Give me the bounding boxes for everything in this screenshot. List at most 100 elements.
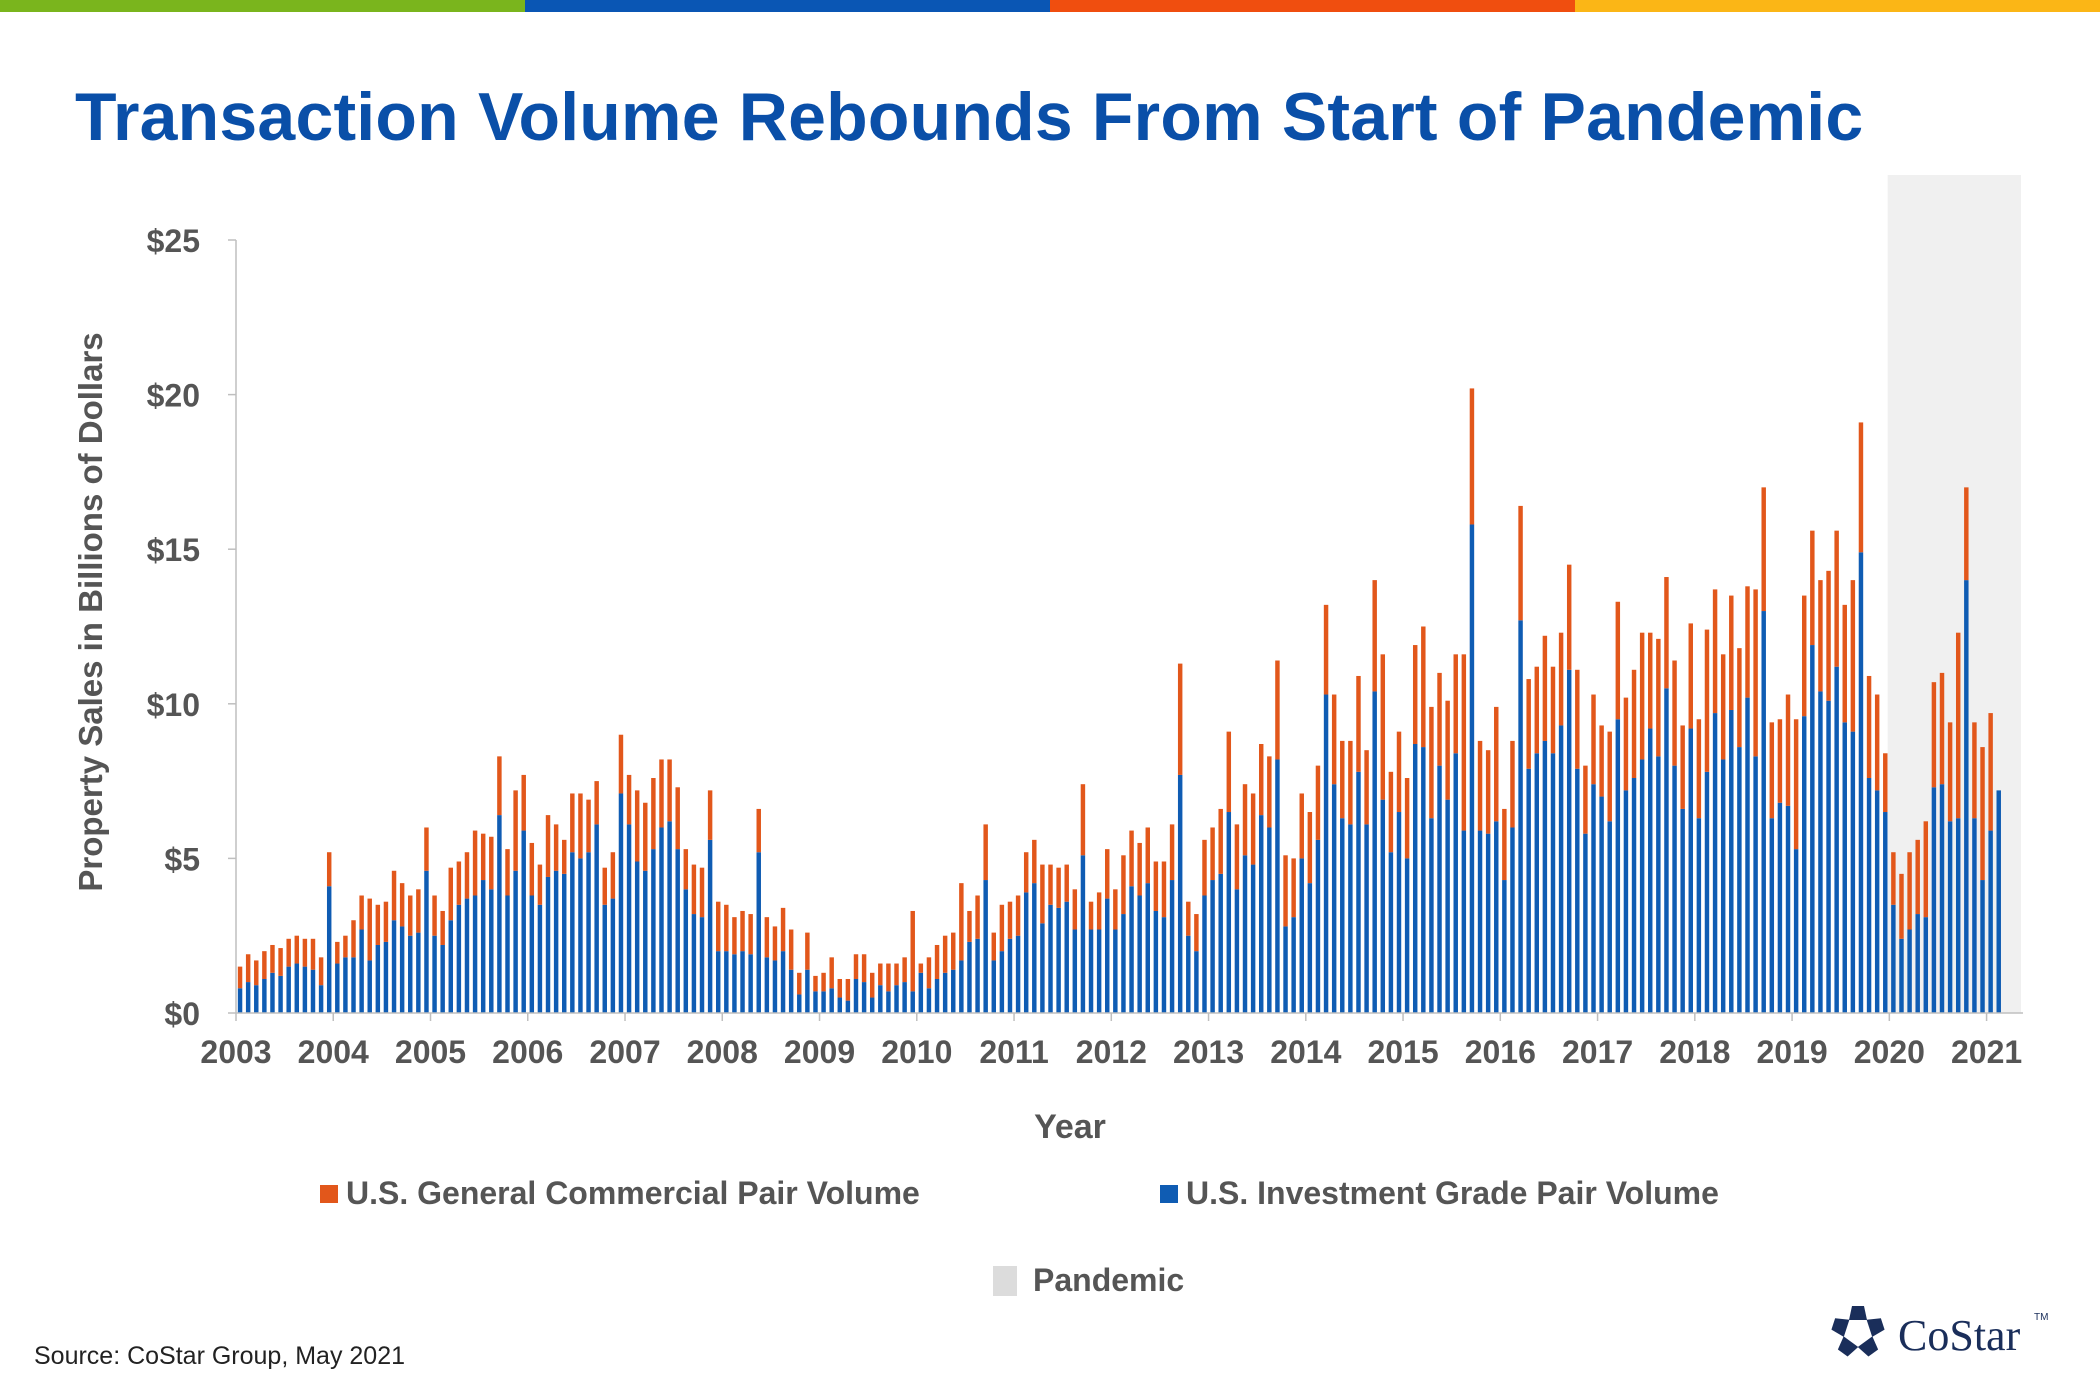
bar-general-commercial bbox=[740, 910, 745, 952]
bar-general-commercial bbox=[1040, 864, 1045, 924]
bar-investment-grade bbox=[399, 926, 405, 1013]
bar-investment-grade bbox=[1129, 886, 1134, 1013]
bar-investment-grade bbox=[1445, 799, 1450, 1013]
bar-investment-grade bbox=[513, 870, 518, 1013]
bar-general-commercial bbox=[821, 972, 826, 992]
bar-investment-grade bbox=[780, 951, 786, 1013]
bar-investment-grade bbox=[837, 997, 843, 1013]
bar-general-commercial bbox=[1177, 663, 1183, 775]
y-tick-label: $25 bbox=[147, 223, 200, 259]
x-tick-label: 2018 bbox=[1659, 1034, 1730, 1070]
bar-investment-grade bbox=[335, 963, 340, 1013]
bar-investment-grade bbox=[1007, 938, 1013, 1013]
bar-general-commercial bbox=[1453, 654, 1458, 754]
x-tick-label: 2016 bbox=[1465, 1034, 1536, 1070]
bar-investment-grade bbox=[1542, 740, 1548, 1013]
bar-investment-grade bbox=[788, 969, 794, 1013]
x-tick-label: 2014 bbox=[1270, 1034, 1341, 1070]
bar-investment-grade bbox=[934, 978, 940, 1013]
bar-general-commercial bbox=[1429, 706, 1434, 819]
bar-investment-grade bbox=[440, 944, 445, 1013]
bar-investment-grade bbox=[732, 954, 737, 1013]
bar-investment-grade bbox=[829, 988, 834, 1013]
bar-general-commercial bbox=[294, 935, 300, 964]
bar-investment-grade bbox=[1510, 827, 1515, 1013]
bar-investment-grade bbox=[1834, 666, 1839, 1013]
bar-investment-grade bbox=[1356, 771, 1361, 1013]
bar-general-commercial bbox=[886, 963, 891, 992]
bar-general-commercial bbox=[1761, 487, 1766, 612]
bar-investment-grade bbox=[1866, 778, 1872, 1013]
bar-general-commercial bbox=[1258, 743, 1264, 816]
bar-investment-grade bbox=[1656, 756, 1661, 1013]
bar-investment-grade bbox=[1307, 883, 1313, 1013]
bar-investment-grade bbox=[1388, 852, 1394, 1013]
bar-investment-grade bbox=[1153, 910, 1159, 1013]
bar-general-commercial bbox=[310, 938, 316, 970]
bar-general-commercial bbox=[1056, 867, 1061, 908]
bar-investment-grade bbox=[1056, 907, 1061, 1013]
costar-logo: CoStar TM bbox=[1826, 1298, 2066, 1368]
bar-investment-grade bbox=[659, 827, 664, 1013]
bar-investment-grade bbox=[318, 985, 324, 1013]
x-tick-label: 2004 bbox=[298, 1034, 369, 1070]
bar-investment-grade bbox=[1720, 759, 1726, 1013]
bar-investment-grade bbox=[1688, 728, 1693, 1013]
bar-general-commercial bbox=[983, 824, 988, 881]
bar-investment-grade bbox=[1607, 821, 1612, 1013]
bar-general-commercial bbox=[1818, 580, 1823, 692]
bar-investment-grade bbox=[1810, 645, 1815, 1013]
bar-general-commercial bbox=[391, 870, 397, 921]
bar-investment-grade bbox=[878, 985, 883, 1013]
bar-general-commercial bbox=[910, 910, 915, 992]
bar-investment-grade bbox=[586, 852, 591, 1013]
bar-general-commercial bbox=[1615, 601, 1621, 720]
bar-general-commercial bbox=[1437, 672, 1442, 766]
bar-general-commercial bbox=[1169, 824, 1175, 881]
bar-investment-grade bbox=[1096, 929, 1102, 1013]
bar-general-commercial bbox=[1923, 821, 1929, 918]
bar-general-commercial bbox=[1891, 852, 1896, 905]
bar-general-commercial bbox=[553, 824, 559, 871]
bar-investment-grade bbox=[545, 876, 551, 1013]
y-tick-label: $10 bbox=[147, 687, 200, 723]
legend-label-pandemic: Pandemic bbox=[1033, 1262, 1185, 1298]
bar-general-commercial bbox=[1672, 660, 1677, 766]
bar-general-commercial bbox=[999, 904, 1005, 952]
bar-general-commercial bbox=[764, 917, 770, 958]
bar-general-commercial bbox=[1874, 694, 1880, 791]
bar-general-commercial bbox=[1753, 589, 1758, 757]
bar-investment-grade bbox=[610, 898, 616, 1013]
bar-general-commercial bbox=[951, 932, 956, 970]
bar-investment-grade bbox=[262, 978, 267, 1013]
bar-investment-grade bbox=[1558, 725, 1564, 1013]
bar-investment-grade bbox=[1793, 849, 1799, 1013]
bar-general-commercial bbox=[1502, 808, 1507, 881]
bar-investment-grade bbox=[926, 988, 932, 1013]
bar-investment-grade bbox=[553, 870, 559, 1013]
bar-investment-grade bbox=[740, 951, 745, 1013]
bar-investment-grade bbox=[813, 991, 818, 1013]
bar-general-commercial bbox=[278, 948, 283, 976]
bar-general-commercial bbox=[237, 966, 243, 989]
bar-general-commercial bbox=[1639, 632, 1645, 760]
bar-investment-grade bbox=[967, 941, 972, 1013]
bar-investment-grade bbox=[1566, 669, 1572, 1013]
bar-investment-grade bbox=[472, 895, 478, 1013]
bar-investment-grade bbox=[1696, 818, 1702, 1013]
bar-investment-grade bbox=[618, 793, 624, 1013]
bar-investment-grade bbox=[797, 994, 802, 1013]
bar-general-commercial bbox=[1696, 719, 1702, 819]
bar-investment-grade bbox=[1712, 713, 1718, 1013]
bar-general-commercial bbox=[570, 793, 575, 853]
bar-investment-grade bbox=[999, 951, 1005, 1013]
bar-investment-grade bbox=[278, 975, 283, 1013]
bar-general-commercial bbox=[480, 833, 486, 881]
bar-investment-grade bbox=[1850, 731, 1856, 1013]
bar-investment-grade bbox=[748, 954, 753, 1013]
brand-bar-yellow bbox=[1575, 0, 2100, 12]
bar-general-commercial bbox=[1412, 645, 1418, 744]
bar-general-commercial bbox=[797, 972, 802, 995]
bar-general-commercial bbox=[1234, 824, 1240, 890]
bar-investment-grade bbox=[1761, 611, 1766, 1013]
